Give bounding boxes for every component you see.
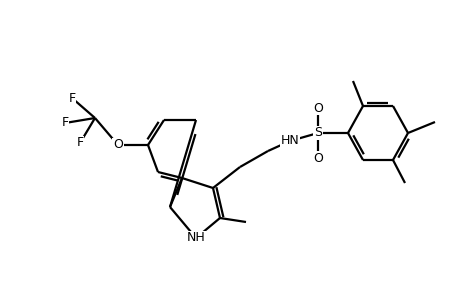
Text: NH: NH xyxy=(186,232,205,244)
Text: F: F xyxy=(62,116,68,130)
Text: O: O xyxy=(113,139,123,152)
Text: O: O xyxy=(313,152,322,164)
Text: F: F xyxy=(68,92,75,104)
Text: O: O xyxy=(313,101,322,115)
Text: F: F xyxy=(76,136,84,149)
Text: S: S xyxy=(313,127,321,140)
Text: HN: HN xyxy=(280,134,299,148)
